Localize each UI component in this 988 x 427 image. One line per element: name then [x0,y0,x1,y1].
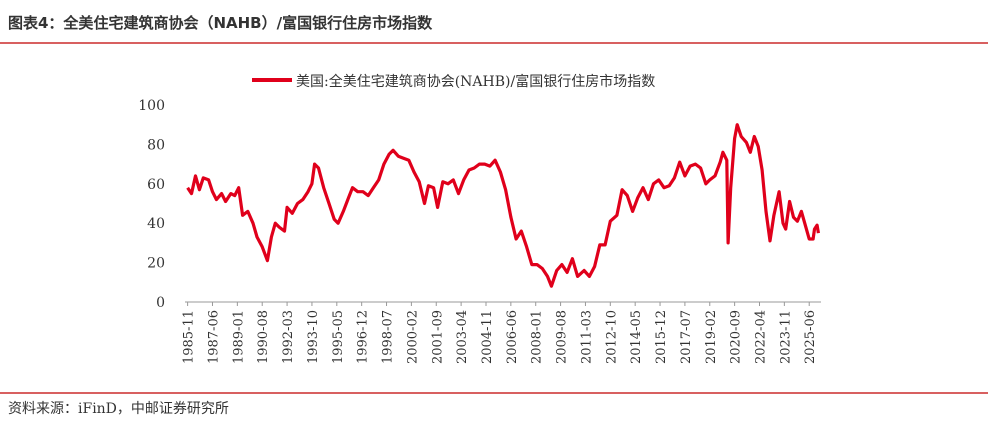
x-tick-label: 2006-06 [505,310,520,364]
x-tick-label: 1995-05 [331,310,346,364]
x-tick-label: 1993-10 [306,310,321,364]
x-tick-label: 2015-12 [654,310,669,364]
x-tick-label: 2009-08 [555,310,570,364]
x-tick-label: 2012-10 [604,310,619,364]
x-tick-label: 2004-11 [480,310,495,364]
y-tick-label: 60 [147,177,165,193]
x-tick-label: 1992-03 [281,310,296,364]
x-tick-label: 2020-09 [729,310,744,364]
x-tick-label: 2017-07 [679,310,694,364]
x-tick-label: 2001-09 [430,310,445,364]
x-tick-label: 1987-06 [206,310,221,364]
legend-label: 美国:全美住宅建筑商协会(NAHB)/富国银行住房市场指数 [296,73,655,90]
series-line [186,123,820,288]
x-tick-label: 1985-11 [182,310,197,364]
x-tick-label: 2019-02 [704,310,719,364]
y-tick-label: 80 [147,137,165,153]
x-tick-label: 1990-08 [256,310,271,364]
x-tick-label: 1998-07 [381,310,396,364]
y-tick-label: 100 [138,98,165,114]
y-tick-label: 40 [147,216,165,232]
x-tick-label: 2003-04 [455,310,470,364]
x-tick-label: 1989-01 [231,310,246,364]
x-tick-label: 2023-11 [778,310,793,364]
y-tick-label: 20 [147,256,165,272]
x-tick-label: 2000-02 [405,310,420,364]
x-tick-label: 2025-06 [803,310,818,364]
x-tick-label: 2022-04 [753,310,768,364]
y-tick-label: 0 [156,295,165,311]
x-tick-label: 1996-12 [356,310,371,364]
x-tick-label: 2011-03 [579,310,594,364]
source-note: 资料来源：iFinD，中邮证券研究所 [8,401,229,417]
x-tick-label: 2014-05 [629,310,644,364]
x-tick-label: 2008-01 [530,310,545,364]
figure-title: 图表4：全美住宅建筑商协会（NAHB）/富国银行住房市场指数 [8,14,433,32]
